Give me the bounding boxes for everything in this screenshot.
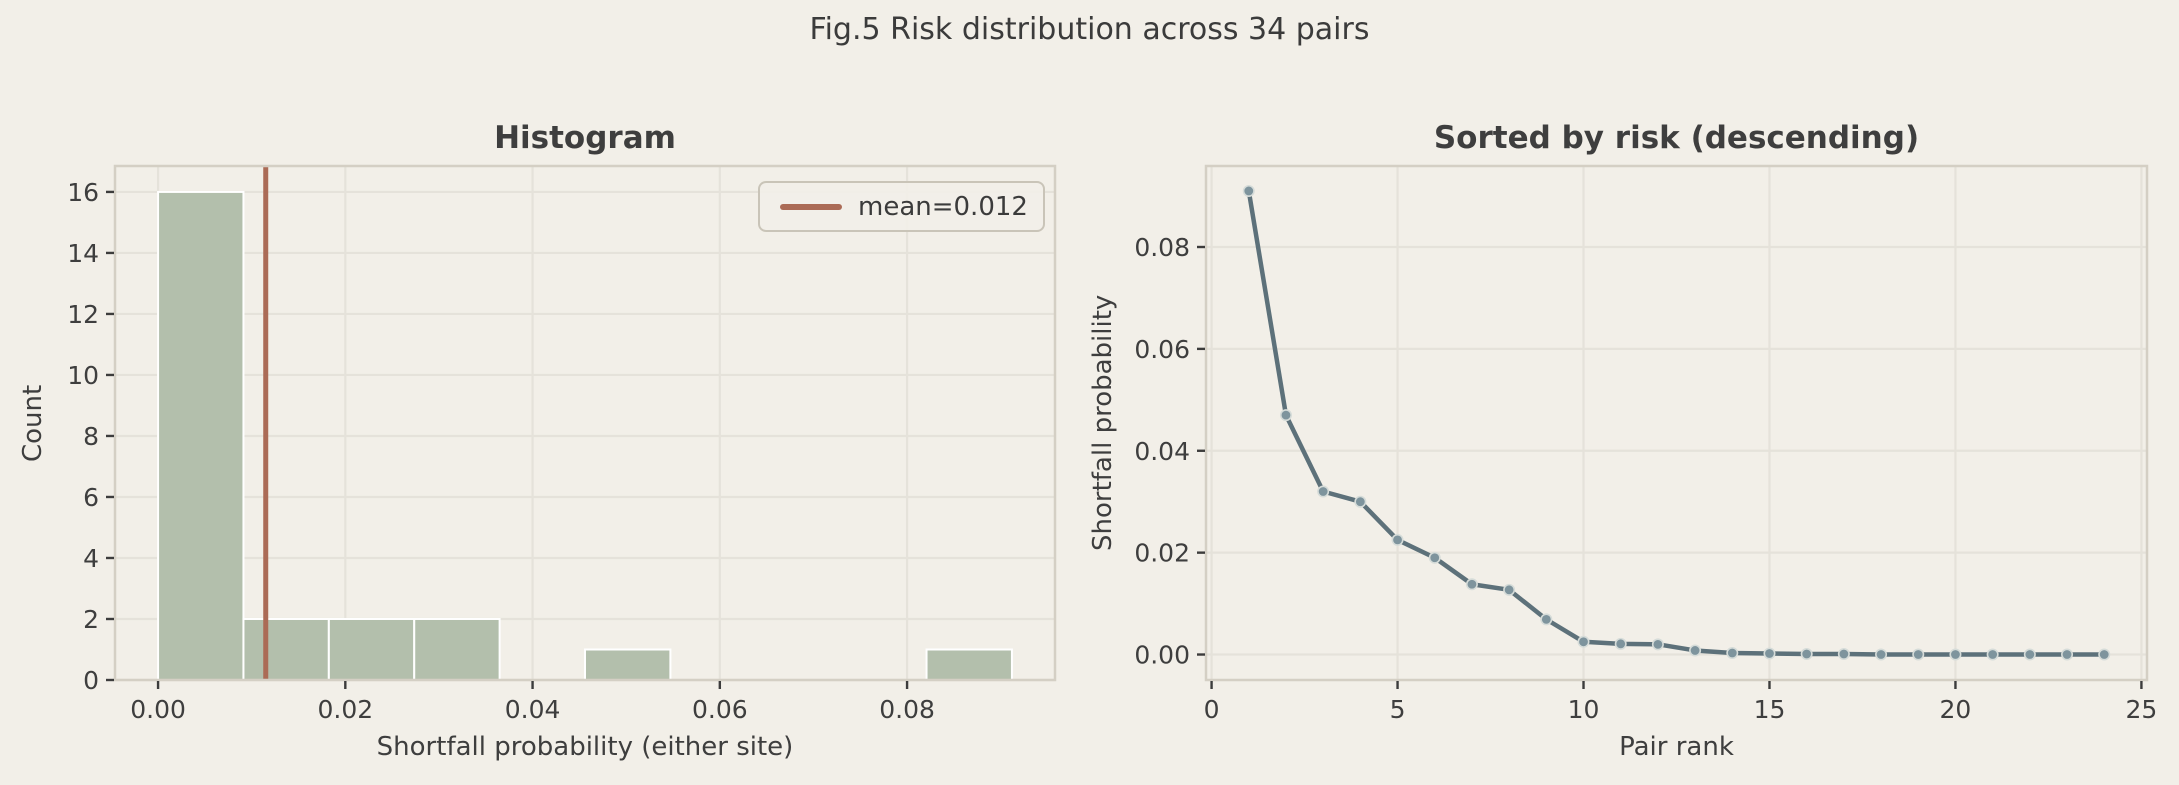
data-point-marker (1912, 648, 1925, 661)
data-point-marker (1503, 583, 1516, 596)
y-tick-label: 0.06 (1134, 335, 1190, 364)
data-point-marker (1577, 635, 1590, 648)
data-point-marker (1391, 533, 1404, 546)
y-tick-label: 0.00 (1134, 641, 1190, 670)
x-tick-label: 5 (1390, 695, 1406, 724)
histogram-bar (925, 648, 1013, 681)
data-point-marker (1763, 647, 1776, 660)
legend: mean=0.012 (758, 181, 1045, 232)
histogram-yaxis-label: Count (18, 384, 48, 462)
y-tick-label: 0.02 (1134, 539, 1190, 568)
data-point-marker (2098, 648, 2111, 661)
data-point-marker (2023, 648, 2036, 661)
y-tick-label: 14 (67, 239, 99, 268)
data-point-marker (1317, 485, 1330, 498)
histogram-bar (584, 648, 672, 681)
y-tick-label: 8 (83, 422, 99, 451)
histogram-bar (157, 190, 245, 682)
y-tick-label: 0.08 (1134, 233, 1190, 262)
data-point-marker (1986, 648, 1999, 661)
data-point-marker (1465, 578, 1478, 591)
x-tick-label: 0.00 (130, 695, 186, 724)
y-tick-label: 16 (67, 178, 99, 207)
sorted-risk-xaxis-label: Pair rank (1619, 732, 1734, 762)
data-point-marker (1726, 647, 1739, 660)
data-point-marker (1651, 638, 1664, 651)
data-point-marker (1949, 648, 1962, 661)
sorted-risk-title: Sorted by risk (descending) (1433, 120, 1920, 156)
x-tick-label: 0.06 (692, 695, 748, 724)
y-tick-label: 4 (83, 544, 99, 573)
x-tick-label: 25 (2126, 695, 2158, 724)
data-point-marker (1242, 184, 1255, 197)
histogram-bar (242, 617, 330, 681)
histogram-xaxis-label: Shortfall probability (either site) (376, 732, 794, 762)
data-point-marker (1279, 409, 1292, 422)
figure-title: Fig.5 Risk distribution across 34 pairs (809, 12, 1370, 47)
y-tick-label: 10 (67, 361, 99, 390)
data-point-marker (1354, 495, 1367, 508)
x-tick-label: 0 (1204, 695, 1220, 724)
x-tick-label: 20 (1940, 695, 1972, 724)
y-tick-label: 0 (83, 666, 99, 695)
x-tick-label: 15 (1754, 695, 1786, 724)
data-point-marker (2061, 648, 2074, 661)
x-tick-label: 10 (1568, 695, 1600, 724)
risk-line (1246, 188, 2107, 657)
x-tick-label: 0.08 (879, 695, 935, 724)
mean-line-swatch (780, 203, 842, 210)
histogram-title: Histogram (494, 120, 676, 156)
y-tick-label: 0.04 (1134, 437, 1190, 466)
data-point-marker (1428, 551, 1441, 564)
y-tick-label: 6 (83, 483, 99, 512)
data-point-marker (1875, 648, 1888, 661)
y-tick-label: 2 (83, 605, 99, 634)
y-tick-label: 12 (67, 300, 99, 329)
legend-label: mean=0.012 (858, 191, 1028, 222)
data-point-marker (1540, 613, 1553, 626)
plot-border (113, 164, 1057, 682)
data-point-marker (1689, 644, 1702, 657)
histogram-bar (327, 617, 416, 681)
histogram-bar (413, 617, 501, 681)
data-point-marker (1837, 648, 1850, 661)
x-tick-label: 0.04 (505, 695, 561, 724)
sorted-risk-yaxis-label: Shortfall probability (1088, 294, 1118, 552)
data-point-marker (1800, 648, 1813, 661)
data-point-marker (1614, 637, 1627, 650)
plot-border (1204, 164, 2149, 682)
x-tick-label: 0.02 (317, 695, 373, 724)
